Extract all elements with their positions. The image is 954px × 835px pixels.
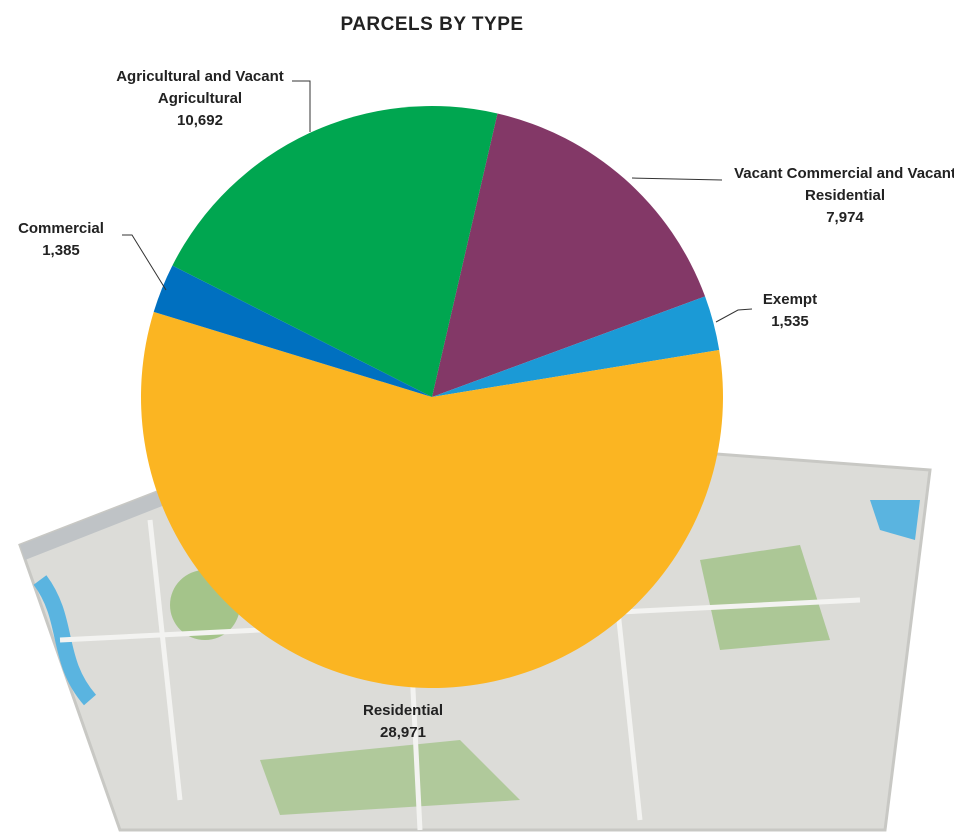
slice-label: Vacant Commercial and Vacant Residential… (728, 163, 954, 229)
slice-name: Agricultural and Vacant Agricultural (116, 68, 284, 107)
slice-label: Commercial 1,385 (0, 218, 122, 262)
pie-slice (153, 265, 433, 397)
chart-title: PARCELS BY TYPE (340, 14, 524, 35)
leader-lines (122, 80, 753, 323)
slice-value: 1,385 (42, 242, 80, 259)
pie (140, 105, 724, 689)
slice-label: Exempt 1,535 (748, 289, 832, 333)
slice-name: Residential (362, 702, 444, 719)
slice-value: 28,971 (380, 724, 426, 741)
leader-line (122, 234, 167, 291)
slice-name: Exempt (762, 291, 818, 308)
pie-slice (432, 113, 706, 397)
pie-slice (432, 296, 720, 397)
slice-label: Residential 28,971 (320, 700, 486, 744)
leader-line (631, 177, 723, 181)
pie-slice (140, 311, 724, 689)
slice-value: 1,535 (771, 313, 809, 330)
slice-label: Agricultural and Vacant Agricultural 10,6… (80, 66, 320, 132)
slice-name: Commercial (18, 220, 104, 237)
slice-value: 10,692 (177, 112, 223, 129)
slice-name: Vacant Commercial and Vacant Residential (734, 165, 954, 204)
pie-slice (172, 105, 498, 397)
slice-value: 7,974 (826, 209, 864, 226)
leader-line (292, 80, 311, 132)
leader-line (715, 308, 753, 323)
